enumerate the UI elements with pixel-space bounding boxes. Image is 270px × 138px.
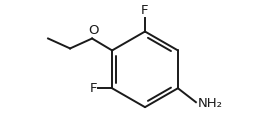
- Text: NH₂: NH₂: [198, 97, 223, 110]
- Text: F: F: [141, 4, 149, 17]
- Text: F: F: [90, 82, 97, 95]
- Text: O: O: [88, 25, 98, 38]
